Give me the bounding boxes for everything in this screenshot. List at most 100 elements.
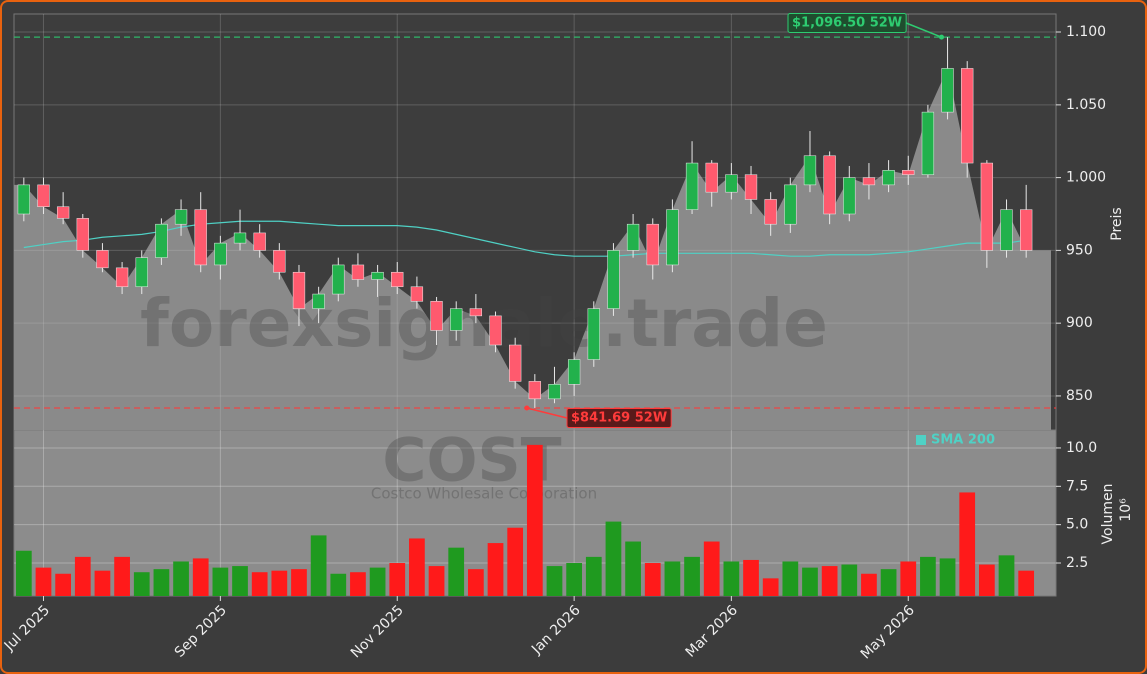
volume-bar <box>15 550 32 596</box>
volume-bar <box>920 556 936 596</box>
volume-bar <box>468 569 484 596</box>
volume-bar <box>802 567 818 596</box>
candle-body <box>273 250 286 273</box>
candle-body <box>233 232 247 244</box>
y-tick-label: 1.000 <box>1066 170 1106 186</box>
x-tick-label: May 2026 <box>858 602 918 662</box>
close-area <box>14 68 1051 430</box>
volume-bar <box>703 541 720 596</box>
y-tick-label: 10.0 <box>1066 440 1097 456</box>
candle-body <box>214 242 227 266</box>
candle-body <box>450 308 463 331</box>
volume-bar <box>409 538 425 596</box>
volume-bar <box>35 567 52 596</box>
candle-body <box>37 184 50 207</box>
legend-swatch <box>916 435 926 445</box>
candle-body <box>803 155 817 186</box>
y-tick-label: 5.0 <box>1066 517 1088 533</box>
annotation-arrow <box>526 407 568 419</box>
candle-body <box>56 206 70 219</box>
y-tick-label: 850 <box>1066 388 1093 404</box>
volume-exponent: 10⁶ <box>1118 498 1134 522</box>
volume-bar <box>271 570 288 596</box>
candle-body <box>685 162 699 210</box>
x-tick-label: Jan 2026 <box>528 602 584 658</box>
candle-body <box>391 271 404 288</box>
volume-bar <box>782 561 799 596</box>
volume-bar <box>959 492 976 596</box>
x-tick-label: Jul 2025 <box>2 602 53 654</box>
volume-bar <box>232 566 248 596</box>
sma-line <box>23 220 1027 257</box>
candle-body <box>980 162 994 251</box>
y-tick-label: 950 <box>1066 242 1093 258</box>
candle-body <box>115 267 129 288</box>
candle-body <box>76 218 89 251</box>
volume-bar <box>212 567 229 596</box>
candle-body <box>430 301 443 331</box>
candle-body <box>155 223 168 258</box>
volume-bar <box>880 569 897 596</box>
y-tick-label: 2.5 <box>1066 555 1088 571</box>
volume-bar <box>448 547 465 596</box>
volume-bar <box>173 561 189 596</box>
annotation-arrow <box>905 22 942 38</box>
volume-bar <box>310 535 327 596</box>
volume-bar <box>998 555 1015 596</box>
annotation-arrow-head <box>524 405 530 411</box>
candle-body <box>725 174 738 193</box>
candle-body <box>607 250 620 309</box>
candle-body <box>332 264 345 295</box>
candle-body <box>528 381 541 400</box>
volume-bar <box>841 564 858 596</box>
volume-bar <box>251 572 268 596</box>
volume-bar <box>625 541 641 596</box>
volume-bar <box>585 556 602 596</box>
candle-body <box>921 111 935 175</box>
candle-body <box>666 209 679 266</box>
candle-body <box>371 271 384 280</box>
y-tick-label: 900 <box>1066 315 1093 331</box>
volume-bar <box>487 543 504 596</box>
legend-label: SMA 200 <box>931 433 995 448</box>
watermark-company: Costco Wholesale Corporation <box>371 485 597 503</box>
volume-bar <box>389 563 406 596</box>
volume-bar <box>743 559 759 596</box>
volume-bar <box>664 561 681 596</box>
y-axis-label: Preis <box>1109 207 1125 240</box>
candle-body <box>194 209 207 266</box>
candle-body <box>882 170 895 186</box>
candle-body <box>567 359 581 385</box>
candle-body <box>174 209 188 225</box>
volume-bar <box>192 558 209 596</box>
volume-bar <box>566 563 582 596</box>
annotation-label: $1,096.50 52W <box>792 16 902 31</box>
candle-body <box>509 344 522 382</box>
annotation-label: $841.69 52W <box>571 411 667 426</box>
candle-body <box>135 257 148 288</box>
volume-bar <box>55 573 71 596</box>
candle-body <box>744 174 758 200</box>
volume-bar <box>684 556 700 596</box>
volume-bar <box>939 558 956 596</box>
candle-body <box>489 315 502 346</box>
candle-body <box>646 223 659 266</box>
volume-bar <box>369 567 386 596</box>
volume-bar <box>507 527 524 596</box>
volume-bar <box>153 569 170 596</box>
candle-body <box>705 162 718 193</box>
candle-body <box>764 199 777 225</box>
candle-body <box>961 68 974 164</box>
watermark: forexsignale.trade <box>140 285 828 362</box>
candle-body <box>626 223 640 251</box>
candle-body <box>843 177 856 215</box>
candle-body <box>1000 209 1013 251</box>
volume-bar <box>900 561 917 596</box>
y-tick-label: 1.050 <box>1066 97 1106 113</box>
volume-bar <box>723 561 740 596</box>
candle-body <box>941 68 954 113</box>
x-tick-label: Nov 2025 <box>348 602 407 661</box>
candle-body <box>410 286 424 302</box>
